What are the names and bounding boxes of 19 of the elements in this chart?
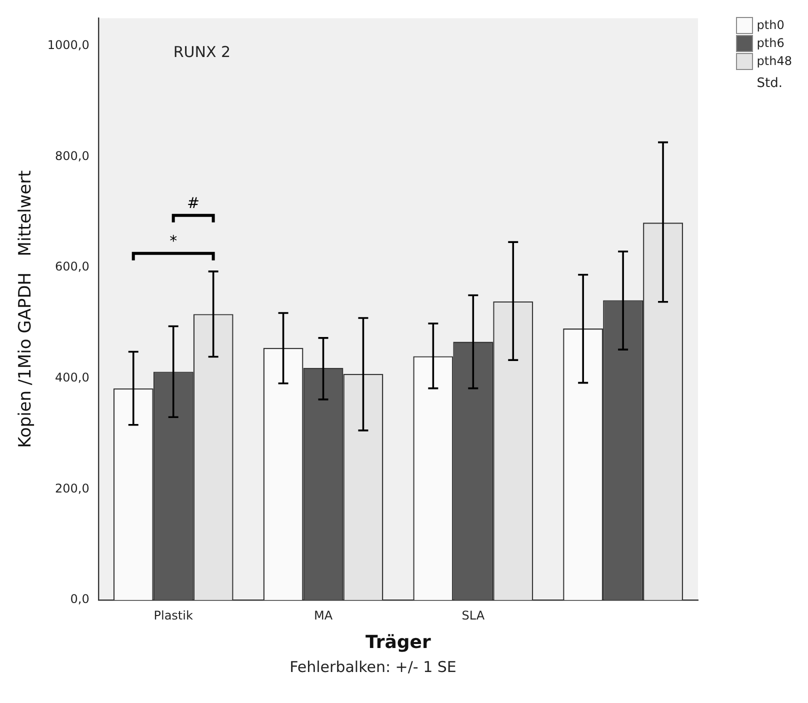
y-tick-label: 600,0 [55,260,90,274]
legend-title: Std. [756,76,784,91]
y-tick-label: 1000,0 [47,38,90,52]
y-tick-label: 400,0 [55,370,90,384]
text: Fehlerbalken: +/- 1 SE [288,658,458,676]
y-tick-label: 0,0 [70,592,90,606]
x-axis-title: Träger [366,632,431,653]
x-tick-label: SLA [462,608,486,622]
annotation: # [187,194,200,212]
text: RUNX 2 [173,43,231,62]
x-tick-label: MA [314,608,334,622]
legend-label: pth0 [756,18,784,32]
legend-label: pth6 [756,36,784,50]
x-tick-label: Plastik [154,608,193,622]
legend-label: pth48 [756,54,792,68]
y-tick-label: 800,0 [55,148,90,163]
y-tick-label: 200,0 [55,481,90,496]
annotation: * [170,232,178,250]
y-axis-title: Kopien /1Mio GAPDH Mittelwert [16,170,36,448]
